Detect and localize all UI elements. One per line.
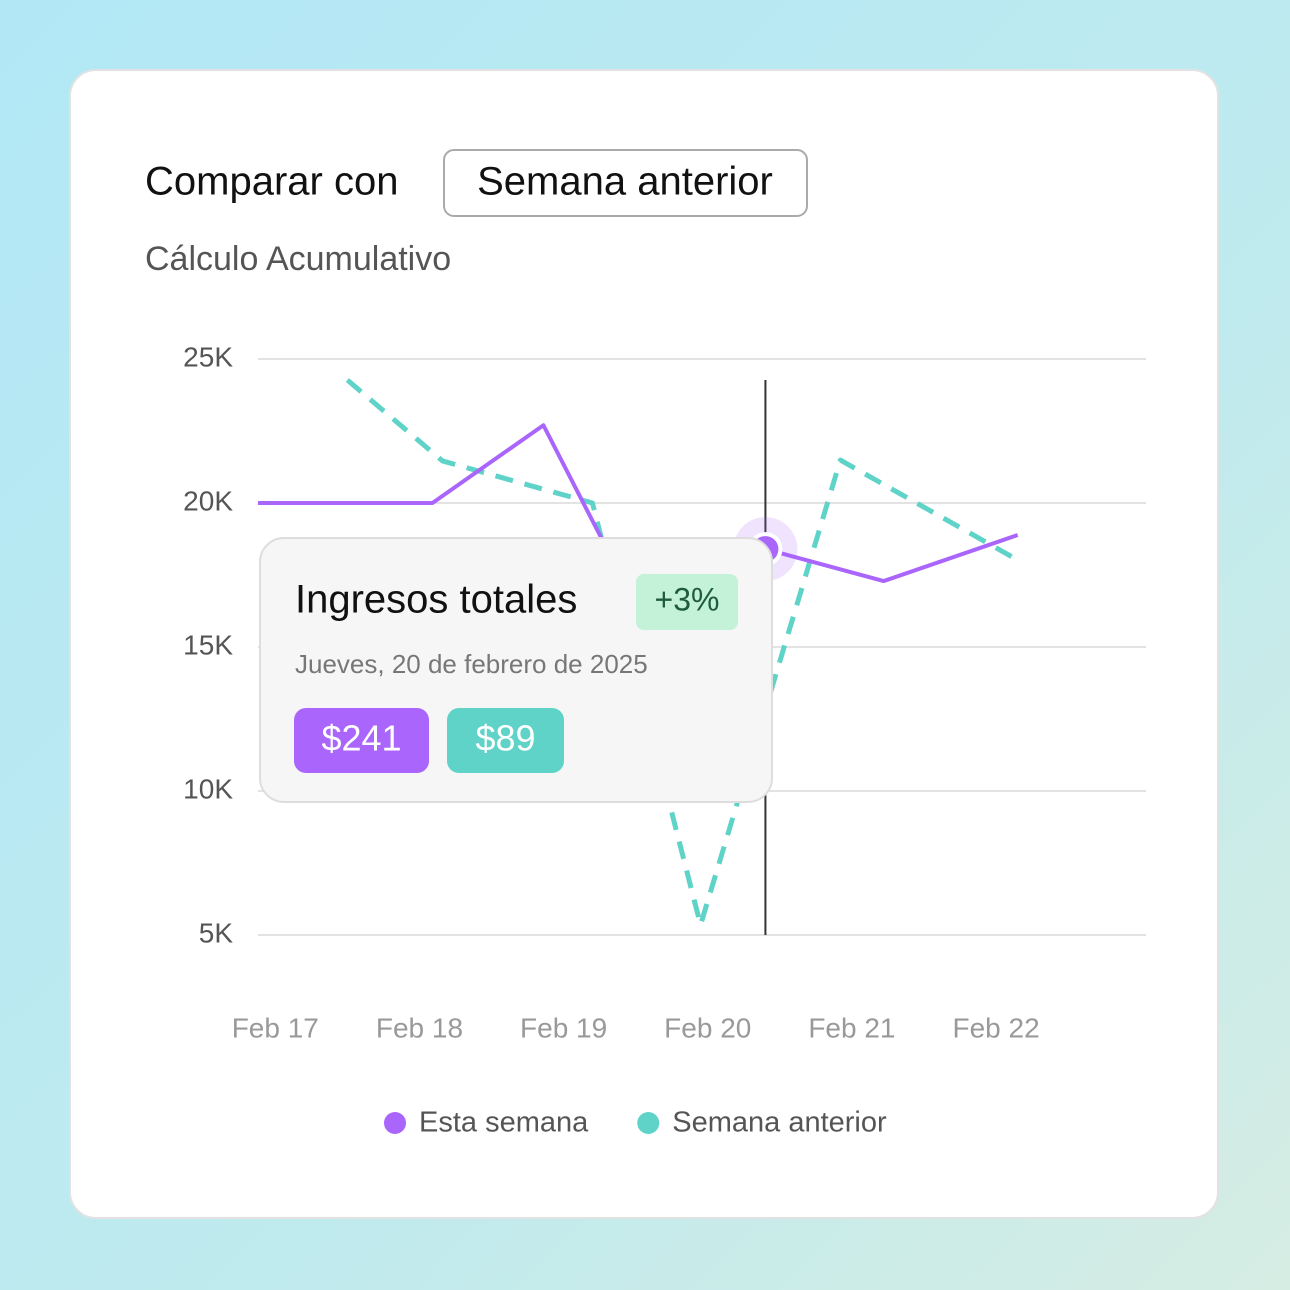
compare-button[interactable] <box>443 149 808 217</box>
x-tick-label: Feb 21 <box>808 1012 895 1043</box>
y-tick-label: 5K <box>199 917 234 948</box>
value-label: $89 <box>475 718 535 759</box>
series-line <box>345 378 1019 928</box>
y-tick-label: 10K <box>183 773 233 804</box>
y-tick-label: 25K <box>183 341 233 372</box>
value-pill <box>447 708 564 773</box>
change-label: +3% <box>655 581 720 617</box>
chart-title: Cálculo Acumulativo <box>145 240 451 278</box>
tooltip-date: Jueves, 20 de febrero de 2025 <box>295 649 648 679</box>
legend-label: Esta semana <box>419 1107 589 1139</box>
x-tick-label: Feb 18 <box>376 1012 463 1043</box>
legend-swatch <box>384 1112 406 1134</box>
y-tick-label: 15K <box>183 629 233 660</box>
value-pill <box>294 708 429 773</box>
tooltip-title: Ingresos totales <box>295 578 577 622</box>
compare-button-label[interactable]: Semana anterior <box>477 160 773 204</box>
value-label: $241 <box>321 718 401 759</box>
change-badge <box>636 574 738 630</box>
y-tick-label: 20K <box>183 485 233 516</box>
legend-label: Semana anterior <box>672 1107 887 1139</box>
compare-label: Comparar con <box>145 160 398 204</box>
x-tick-label: Feb 22 <box>952 1012 1039 1043</box>
x-tick-label: Feb 20 <box>664 1012 751 1043</box>
x-tick-label: Feb 19 <box>520 1012 607 1043</box>
legend-swatch <box>637 1112 660 1134</box>
x-tick-label: Feb 17 <box>232 1012 319 1043</box>
